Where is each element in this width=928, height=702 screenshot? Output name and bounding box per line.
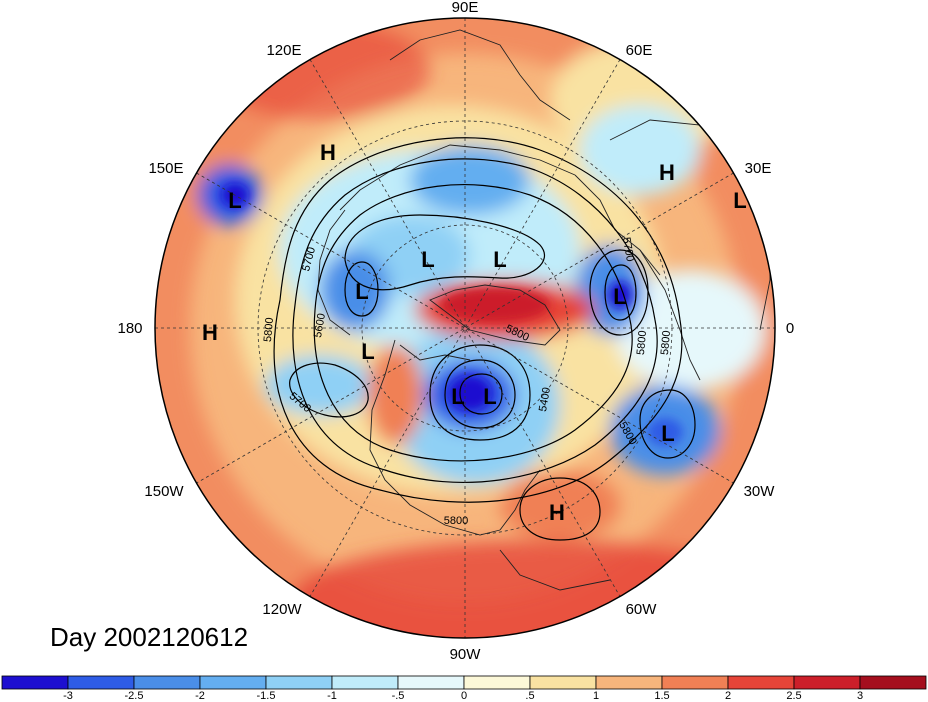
longitude-labels: 90E 120E 60E 150E 30E 180 0 150W 30W 120…: [117, 0, 794, 663]
colorbar-tick-label: -1: [327, 690, 337, 702]
pressure-center-low: L: [613, 284, 626, 309]
pressure-center-low: L: [421, 247, 434, 272]
height-contours: [273, 137, 696, 541]
contour-label: 5800: [635, 330, 649, 355]
pressure-center-low: L: [355, 279, 368, 304]
colorbar-swatch: [331, 675, 399, 690]
pressure-center-low: L: [228, 188, 241, 213]
lon-label-90w: 90W: [450, 646, 482, 663]
pressure-center-low: L: [451, 384, 464, 409]
pressure-center-high: H: [659, 160, 675, 185]
colorbar-tick-label: -2: [195, 690, 205, 702]
pressure-center-low: L: [483, 384, 496, 409]
colorbar-swatch: [463, 675, 531, 690]
contour-label: 5700: [620, 236, 636, 262]
colorbar-swatch: [727, 675, 795, 690]
colorbar-tick-label: 3: [857, 690, 863, 702]
colorbar-swatch: [595, 675, 663, 690]
anomaly-field: [155, 18, 775, 638]
lon-label-30w: 30W: [744, 483, 776, 500]
colorbar-swatch: [265, 675, 333, 690]
pressure-center-low: L: [733, 188, 746, 213]
colorbar-tick-label: .5: [525, 690, 534, 702]
pressure-center-high: H: [202, 320, 218, 345]
colorbar-swatch: [529, 675, 597, 690]
colorbar-tick-label: -.5: [392, 690, 405, 702]
pressure-center-high: H: [320, 140, 336, 165]
contour-label: 5400: [537, 386, 553, 412]
colorbar-tick-label: -2.5: [125, 690, 144, 702]
colorbar-swatch: [199, 675, 267, 690]
pressure-center-low: L: [361, 339, 374, 364]
lon-label-0: 0: [786, 320, 794, 337]
pressure-center-high: H: [549, 500, 565, 525]
pressure-center-low: L: [493, 247, 506, 272]
map-boundary: [154, 17, 776, 639]
colorbar-swatch: [1, 675, 69, 690]
colorbar-tick-label: 1: [593, 690, 599, 702]
contour-label: 5800: [659, 330, 673, 355]
colorbar-tick-label: -1.5: [257, 690, 276, 702]
colorbar-tick-label: 2: [725, 690, 731, 702]
colorbar-swatch: [133, 675, 201, 690]
lon-label-180: 180: [117, 320, 142, 337]
colorbar-tick-label: 0: [461, 690, 467, 702]
colorbar-swatch: [859, 675, 927, 690]
colorbar-swatch: [67, 675, 135, 690]
lon-label-120e: 120E: [266, 42, 301, 59]
lon-label-60e: 60E: [626, 42, 653, 59]
contour-label: 5600: [312, 312, 328, 338]
contour-label: 5800: [444, 515, 468, 527]
pressure-centers: H L H L L L L L H L L L H L: [202, 140, 747, 525]
date-label: Day 2002120612: [50, 622, 248, 652]
colorbar-tick-label: -3: [63, 690, 73, 702]
pressure-center-low: L: [661, 421, 674, 446]
colorbar-tick-label: 1.5: [654, 690, 669, 702]
lon-label-30e: 30E: [745, 160, 772, 177]
colorbar-swatch: [793, 675, 861, 690]
lon-label-60w: 60W: [626, 601, 658, 618]
colorbar-tick-label: 2.5: [786, 690, 801, 702]
lon-label-90e: 90E: [452, 0, 479, 16]
colorbar: -3 -2.5 -2 -1.5 -1 -.5 0 .5 1 1.5 2 2.5 3: [1, 675, 927, 702]
contour-label: 5800: [262, 317, 276, 342]
colorbar-swatch: [397, 675, 465, 690]
colorbar-swatch: [661, 675, 729, 690]
lon-label-150e: 150E: [148, 160, 183, 177]
lon-label-120w: 120W: [262, 601, 302, 618]
graticule: [155, 18, 775, 638]
lon-label-150w: 150W: [144, 483, 184, 500]
